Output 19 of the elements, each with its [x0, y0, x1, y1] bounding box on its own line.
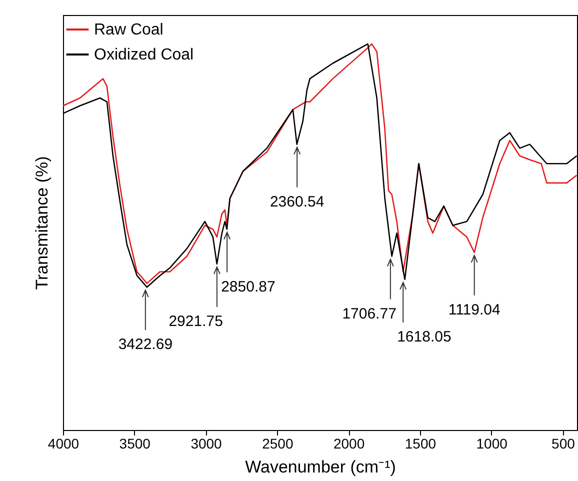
annotation: 2850.87: [221, 278, 276, 296]
annotation: 1618.05: [397, 328, 452, 346]
x-tick-label: 3000: [190, 436, 222, 452]
annotation: 2921.75: [168, 313, 223, 330]
x-tick-label: 4000: [48, 436, 80, 452]
annotation: 1119.04: [448, 301, 500, 318]
annotation: 3422.69: [118, 336, 173, 354]
legend-label: Oxidized Coal: [94, 46, 194, 64]
y-axis-title: Transmitance (%): [32, 156, 52, 290]
x-tick-label: 3500: [119, 436, 151, 452]
annotation: 2360.54: [270, 193, 324, 210]
x-tick-label: 500: [552, 436, 576, 452]
x-tick-label: 1000: [476, 436, 508, 452]
x-axis-title: Wavenumber (cm⁻¹): [245, 458, 396, 476]
x-tick-label: 2000: [333, 436, 365, 452]
legend-label: Raw Coal: [94, 22, 164, 38]
x-tick-label: 1500: [404, 436, 436, 452]
annotation: 1706.77: [342, 305, 396, 322]
x-tick-label: 2500: [262, 436, 294, 452]
